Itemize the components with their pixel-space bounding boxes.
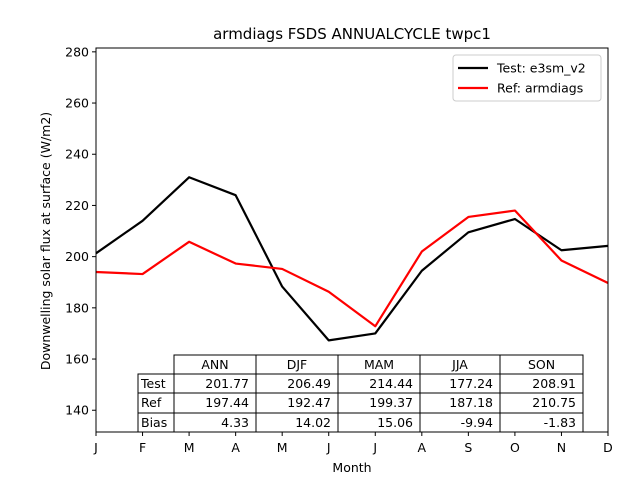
table-header-label: JJA	[451, 357, 468, 372]
table-cell-value: 197.44	[205, 395, 249, 410]
table-row-label: Bias	[141, 415, 167, 430]
legend-box	[452, 54, 602, 102]
series-line	[95, 209, 609, 328]
y-axis-label: Downwelling solar flux at surface (W/m2)	[38, 112, 53, 370]
y-tick-label: 240	[65, 147, 89, 162]
table-cell	[499, 412, 584, 433]
series-lines	[95, 176, 609, 342]
x-tick-label: S	[464, 440, 472, 455]
table-cell-value: 206.49	[287, 376, 331, 391]
y-tick-label: 260	[65, 96, 89, 111]
table-header-label: SON	[528, 357, 555, 372]
y-tick-label: 220	[65, 198, 89, 213]
legend-label: Test: e3sm_v2	[496, 61, 586, 76]
y-tick-label: 180	[65, 300, 89, 315]
legend: Test: e3sm_v2 Ref: armdiags	[452, 54, 602, 102]
table-cell-value: 187.18	[449, 395, 493, 410]
x-tick-label: F	[139, 440, 146, 455]
table-cell-value: 210.75	[532, 395, 576, 410]
table-row-label: Test	[140, 376, 166, 391]
x-tick-label: M	[277, 440, 288, 455]
chart-title: armdiags FSDS ANNUALCYCLE twpc1	[213, 25, 491, 43]
x-tick-label: J	[93, 440, 98, 455]
y-tick-label: 280	[65, 44, 89, 59]
x-tick-label: M	[184, 440, 195, 455]
x-tick-label: D	[603, 440, 613, 455]
x-tick-label: J	[326, 440, 331, 455]
table-cell-value: 199.37	[369, 395, 413, 410]
x-tick-label: O	[510, 440, 520, 455]
table-cell-value: 4.33	[221, 415, 249, 430]
x-tick-label: A	[418, 440, 427, 455]
y-tick-label: 140	[65, 403, 89, 418]
stats-table: ANN DJF MAM JJA SON Test 201.77 206.49 214.44 177…	[137, 354, 584, 433]
x-tick-label: A	[231, 440, 240, 455]
x-tick-label: J	[372, 440, 377, 455]
table-header-label: MAM	[364, 357, 394, 372]
table-cell-value: 201.77	[205, 376, 249, 391]
table-header-label: ANN	[201, 357, 228, 372]
y-tick-label: 160	[65, 352, 89, 367]
table-row-label: Ref	[141, 395, 162, 410]
table-cell-value: 14.02	[295, 415, 331, 430]
x-tick-label: N	[557, 440, 566, 455]
table-cell-value: -1.83	[544, 415, 576, 430]
y-tick-label: 200	[65, 249, 89, 264]
table-cell-value: 208.91	[532, 376, 576, 391]
x-axis-label: Month	[332, 460, 371, 475]
table-cell-value: 15.06	[377, 415, 413, 430]
table-cell-value: 214.44	[369, 376, 413, 391]
table-cell-value: 192.47	[287, 395, 331, 410]
table-header-label: DJF	[287, 357, 308, 372]
table-cell-value: -9.94	[461, 415, 493, 430]
series-line	[95, 176, 609, 342]
legend-label: Ref: armdiags	[497, 81, 583, 96]
table-cell-value: 177.24	[449, 376, 493, 391]
